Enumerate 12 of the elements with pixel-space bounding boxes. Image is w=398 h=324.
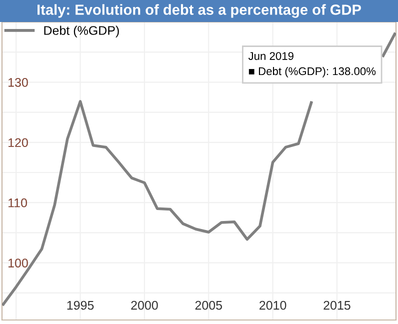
y-tick-label: 120: [8, 138, 28, 148]
y-tick-label: 100: [8, 258, 28, 268]
x-tick-label: 1995: [67, 300, 94, 310]
x-tick-label: 2010: [260, 300, 286, 310]
annotation: Jun 2019 ■ Debt (%GDP): 138.00%: [248, 52, 376, 78]
legend-label: Debt (%GDP): [44, 26, 119, 38]
x-tick-label: 2015: [324, 300, 350, 310]
y-tick-label: 110: [8, 198, 27, 208]
x-tick-label: 2000: [131, 300, 158, 310]
chart-title: Italy: Evolution of debt as a percentage of GDP: [38, 4, 361, 18]
x-tick-label: 2005: [195, 300, 222, 310]
y-tick-label: 130: [8, 78, 28, 87]
